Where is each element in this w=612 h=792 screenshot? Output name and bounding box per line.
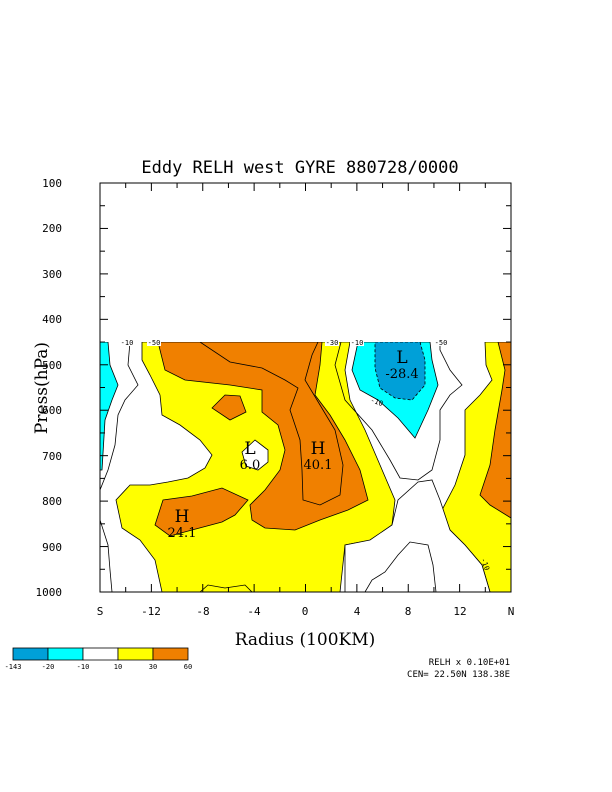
y-tick-label: 600 (42, 404, 62, 417)
fill-orange-lower (154, 487, 249, 537)
y-tick-label: 400 (42, 313, 62, 326)
extremum-type: L (396, 348, 407, 368)
contour-label: -50 (148, 339, 161, 347)
colorbar: -143 -20 -10 10 30 60 (5, 647, 192, 671)
x-tick-label: -4 (247, 605, 261, 618)
x-tick-labels: S -12 -8 -4 0 4 8 12 N (97, 605, 515, 618)
colorbar-label: -10 (77, 663, 90, 671)
contour-line-f (199, 584, 253, 592)
colorbar-label: 60 (184, 663, 192, 671)
contour-label: -10 (351, 339, 364, 347)
y-tick-label: 200 (42, 222, 62, 235)
y-tick-label: 100 (42, 177, 62, 190)
x-tick-label: 4 (354, 605, 361, 618)
x-tick-label: N (508, 605, 515, 618)
extremum-value: 24.1 (168, 526, 197, 541)
y-tick-label: 900 (42, 541, 62, 554)
x-tick-label: 0 (302, 605, 309, 618)
fill-blue-core (374, 342, 426, 401)
contour-line-d (364, 541, 437, 592)
colorbar-swatch (12, 647, 49, 661)
colorbar-label: 30 (149, 663, 157, 671)
contour-label: -30 (326, 339, 339, 347)
colorbar-label: 10 (114, 663, 122, 671)
extremum-value: -28.4 (385, 367, 418, 382)
y-tick-label: 800 (42, 495, 62, 508)
contour-label: -50 (435, 339, 448, 347)
x-tick-label: -12 (141, 605, 161, 618)
y-tick-label: 1000 (36, 586, 63, 599)
contour-label: -10 (121, 339, 134, 347)
x-axis-label: Radius (100KM) (235, 630, 376, 650)
x-tick-label: -8 (196, 605, 209, 618)
extrema: L -28.4 H 40.1 L 6.0 H 24.1 (168, 348, 419, 541)
contour-line-b (100, 342, 139, 491)
fill-orange-right (479, 342, 511, 519)
chart-title: Eddy RELH west GYRE 880728/0000 (141, 158, 458, 178)
contour-line-a (199, 342, 344, 506)
x-tick-label: S (97, 605, 104, 618)
y-tick-label: 700 (42, 450, 62, 463)
colorbar-swatch (152, 647, 189, 661)
extremum-value: 6.0 (240, 458, 261, 473)
fill-cyan-left (100, 342, 119, 471)
extremum-value: 40.1 (304, 458, 333, 473)
x-tick-label: 8 (405, 605, 412, 618)
y-tick-label: 500 (42, 359, 62, 372)
extremum-type: L (244, 439, 255, 459)
colorbar-swatch (117, 647, 154, 661)
contour-label: -10 (479, 557, 491, 572)
axis-ticks (99, 182, 512, 593)
fill-white-bottom (344, 479, 491, 592)
center-note: CEN= 22.50N 138.38E (407, 670, 510, 680)
fill-orange-main (157, 342, 369, 531)
filled-contours (100, 342, 511, 592)
extremum-type: H (175, 507, 190, 527)
fill-white-pocket (241, 439, 269, 471)
fill-orange-island (211, 394, 247, 421)
colorbar-label: -143 (5, 663, 22, 671)
colorbar-swatch (47, 647, 84, 661)
x-tick-label: 12 (453, 605, 466, 618)
scale-note: RELH x 0.10E+01 (429, 658, 510, 668)
contour-labels: -10 -50 -30 -10 -50 -10 -10 (120, 338, 491, 572)
colorbar-label: -20 (42, 663, 55, 671)
contour-line-c (334, 342, 463, 481)
contour-line-e (100, 519, 113, 592)
y-tick-labels: 100 200 300 400 500 600 700 800 900 1000 (36, 177, 63, 599)
extremum-type: H (311, 439, 326, 459)
y-tick-label: 300 (42, 268, 62, 281)
contour-label: -10 (369, 396, 384, 408)
y-axis-label: Press(hPa) (32, 342, 52, 434)
colorbar-swatch (82, 647, 119, 661)
